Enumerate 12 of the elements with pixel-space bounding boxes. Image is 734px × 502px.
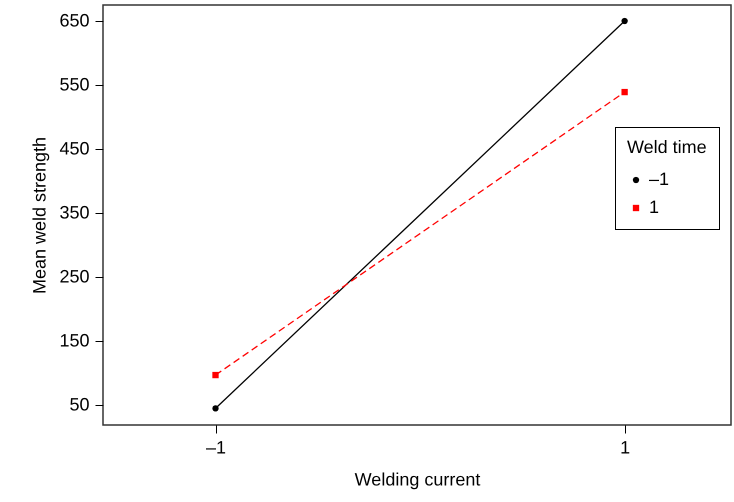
legend-label: 1 (649, 197, 660, 217)
y-tick-label: 650 (59, 10, 90, 31)
y-axis-title: Mean weld strength (29, 136, 50, 294)
x-axis-title: Welding current (354, 470, 480, 490)
y-tick-label: 50 (69, 394, 90, 415)
y-tick-label: 250 (59, 266, 90, 287)
y-tick-label: 350 (59, 202, 90, 223)
y-tick-label: 550 (59, 74, 90, 95)
y-tick-label: 150 (59, 330, 90, 351)
legend-title: Weld time (627, 137, 707, 157)
legend-label: –1 (649, 169, 670, 189)
y-tick-label: 450 (59, 138, 90, 159)
